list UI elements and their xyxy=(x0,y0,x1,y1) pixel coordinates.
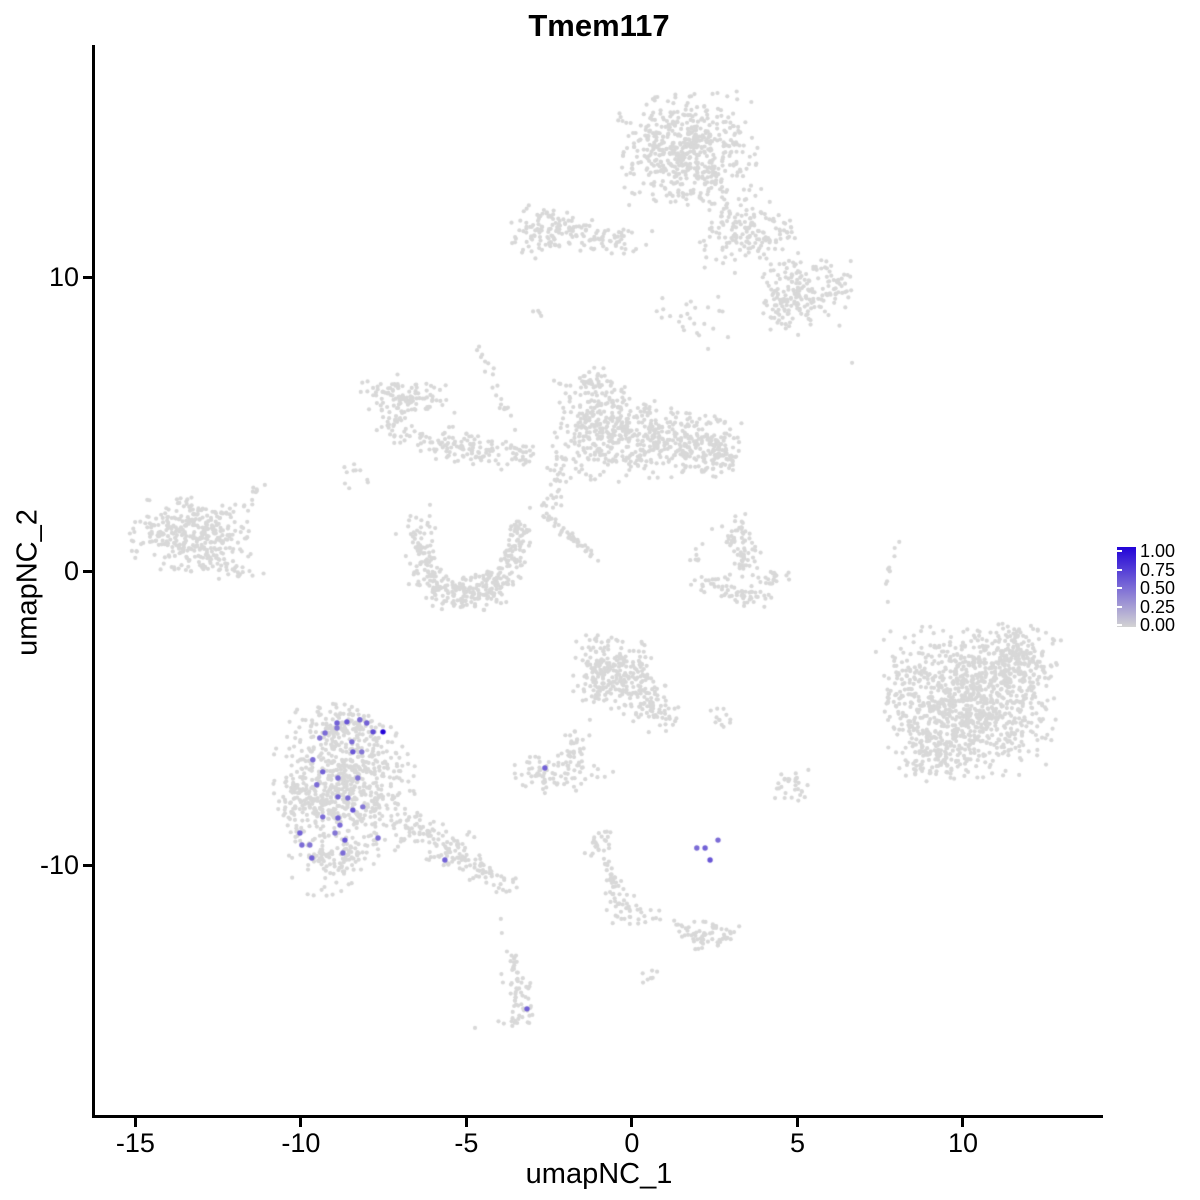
colorbar-tick-mark xyxy=(1117,568,1122,571)
x-tick-mark xyxy=(961,1118,965,1127)
colorbar-tick-label: 0.50 xyxy=(1140,578,1176,598)
y-axis-title: umapNC_2 xyxy=(11,509,44,656)
x-tick-mark xyxy=(299,1118,303,1127)
x-tick-label: -15 xyxy=(115,1128,155,1158)
y-tick-label: 10 xyxy=(48,261,79,292)
x-tick-mark xyxy=(133,1118,137,1127)
x-tick-label: -10 xyxy=(281,1128,321,1158)
y-tick-label: 0 xyxy=(63,555,79,586)
x-axis-title: umapNC_1 xyxy=(525,1158,673,1190)
x-tick-label: 10 xyxy=(947,1128,978,1158)
x-tick-mark xyxy=(464,1118,468,1127)
colorbar-tick-mark xyxy=(1117,587,1122,589)
y-tick-mark xyxy=(83,276,92,280)
y-tick-mark xyxy=(83,864,92,868)
colorbar-tick-label: 0.25 xyxy=(1140,596,1176,617)
x-tick-mark xyxy=(630,1118,634,1127)
x-tick-label: -5 xyxy=(454,1128,479,1158)
y-tick-label: -10 xyxy=(39,849,79,880)
x-tick-label: 5 xyxy=(789,1128,805,1158)
colorbar-tick-label: 1.00 xyxy=(1140,541,1176,561)
x-tick-label: 0 xyxy=(624,1128,640,1158)
x-axis-line xyxy=(92,1115,1103,1118)
x-tick-mark xyxy=(795,1118,799,1127)
y-tick-mark xyxy=(83,570,92,574)
colorbar-tick-mark xyxy=(1117,605,1122,608)
colorbar-tick-mark xyxy=(1117,550,1122,552)
colorbar-tick-label: 0.75 xyxy=(1140,559,1176,580)
colorbar-tick-mark xyxy=(1117,624,1122,626)
colorbar-tick-label: 0.00 xyxy=(1140,615,1176,635)
y-axis-line xyxy=(92,45,95,1118)
